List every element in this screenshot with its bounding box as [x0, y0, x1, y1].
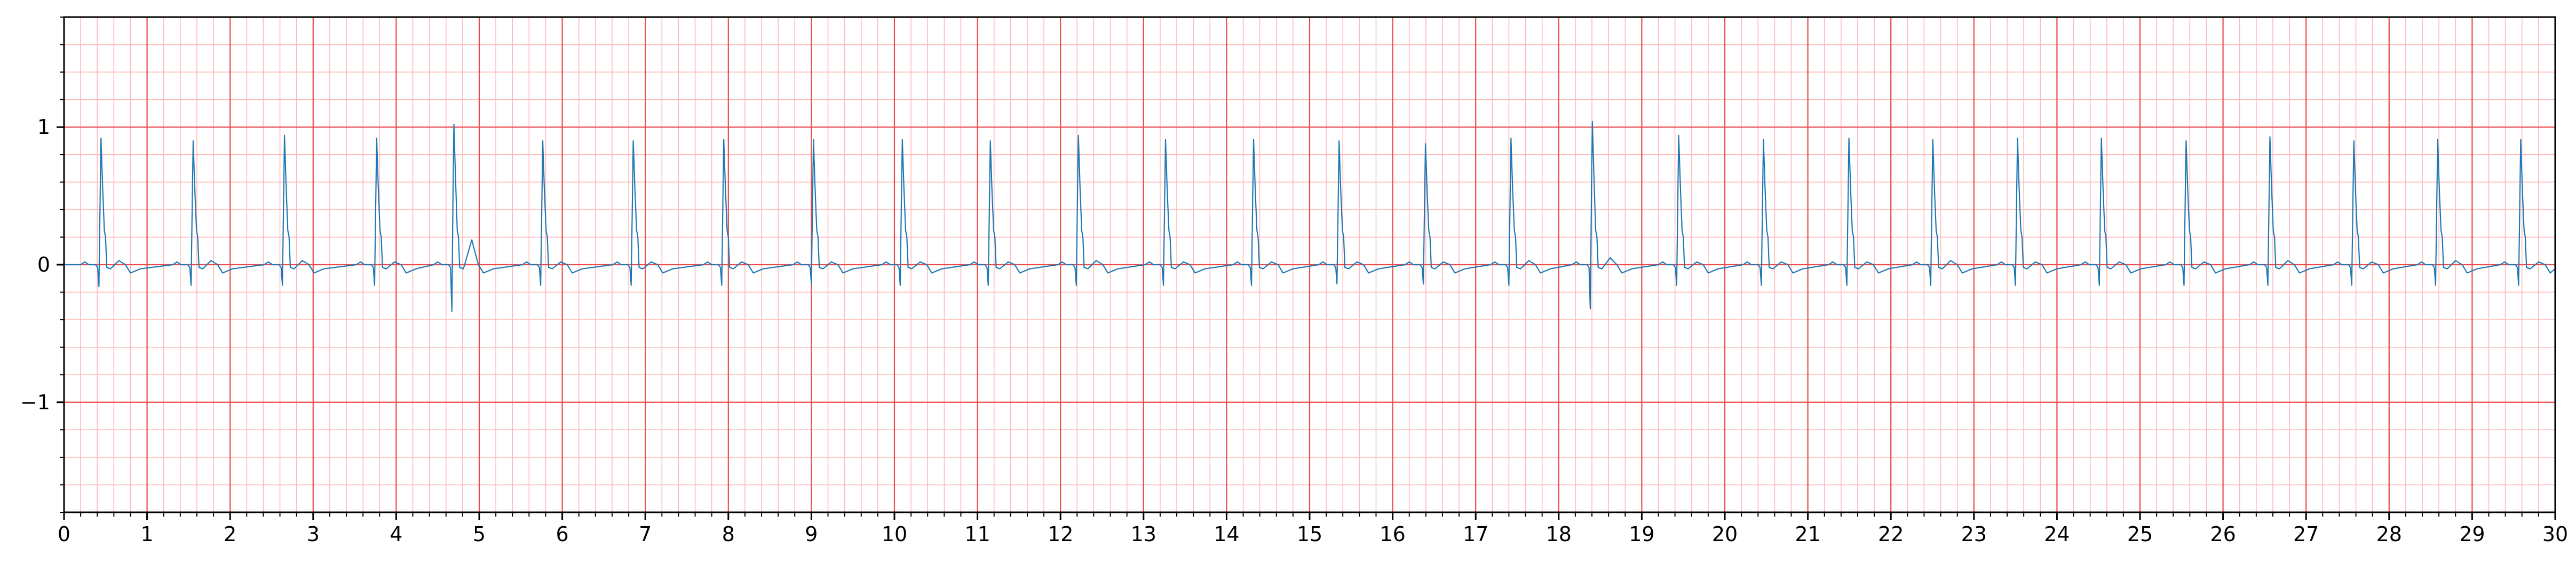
grid-major	[64, 17, 2555, 512]
y-tick-label: −1	[20, 391, 50, 414]
x-tick-label: 29	[2459, 522, 2485, 546]
x-tick-label: 19	[1629, 522, 1654, 546]
y-axis-ticks: −1 0 1	[20, 17, 64, 513]
x-tick-label: 15	[1297, 522, 1322, 546]
y-tick-label: 0	[37, 253, 50, 276]
x-tick-label: 25	[2127, 522, 2153, 546]
x-tick-label: 24	[2044, 522, 2070, 546]
x-tick-label: 30	[2542, 522, 2568, 546]
x-tick-label: 2	[224, 522, 236, 546]
x-tick-label: 27	[2293, 522, 2319, 546]
x-tick-label: 28	[2376, 522, 2402, 546]
y-tick-label: 1	[37, 115, 50, 139]
x-tick-label: 11	[964, 522, 990, 546]
x-tick-label: 9	[805, 522, 818, 546]
x-tick-label: 20	[1712, 522, 1738, 546]
x-tick-label: 26	[2210, 522, 2236, 546]
x-tick-label: 8	[722, 522, 735, 546]
x-tick-label: 23	[1961, 522, 1987, 546]
x-tick-label: 7	[639, 522, 652, 546]
x-axis-ticks: 0 1 2 3 4 5 6 7 8 9 10 11 12 13 14 15 16 17 18 19 20 21 22 23 24…	[58, 512, 2568, 546]
x-tick-label: 3	[307, 522, 320, 546]
x-tick-label: 14	[1214, 522, 1239, 546]
x-tick-label: 4	[390, 522, 402, 546]
ecg-traces	[63, 121, 2556, 312]
x-tick-label: 13	[1131, 522, 1156, 546]
x-tick-label: 21	[1795, 522, 1820, 546]
x-tick-label: 22	[1878, 522, 1904, 546]
x-tick-label: 5	[473, 522, 486, 546]
x-tick-label: 10	[882, 522, 907, 546]
x-tick-label: 0	[58, 522, 70, 546]
x-tick-label: 17	[1463, 522, 1488, 546]
x-tick-label: 16	[1380, 522, 1405, 546]
x-tick-label: 6	[556, 522, 569, 546]
x-tick-label: 1	[141, 522, 154, 546]
ecg-trace-0	[63, 121, 2556, 312]
x-tick-label: 12	[1048, 522, 1073, 546]
x-tick-label: 18	[1546, 522, 1572, 546]
